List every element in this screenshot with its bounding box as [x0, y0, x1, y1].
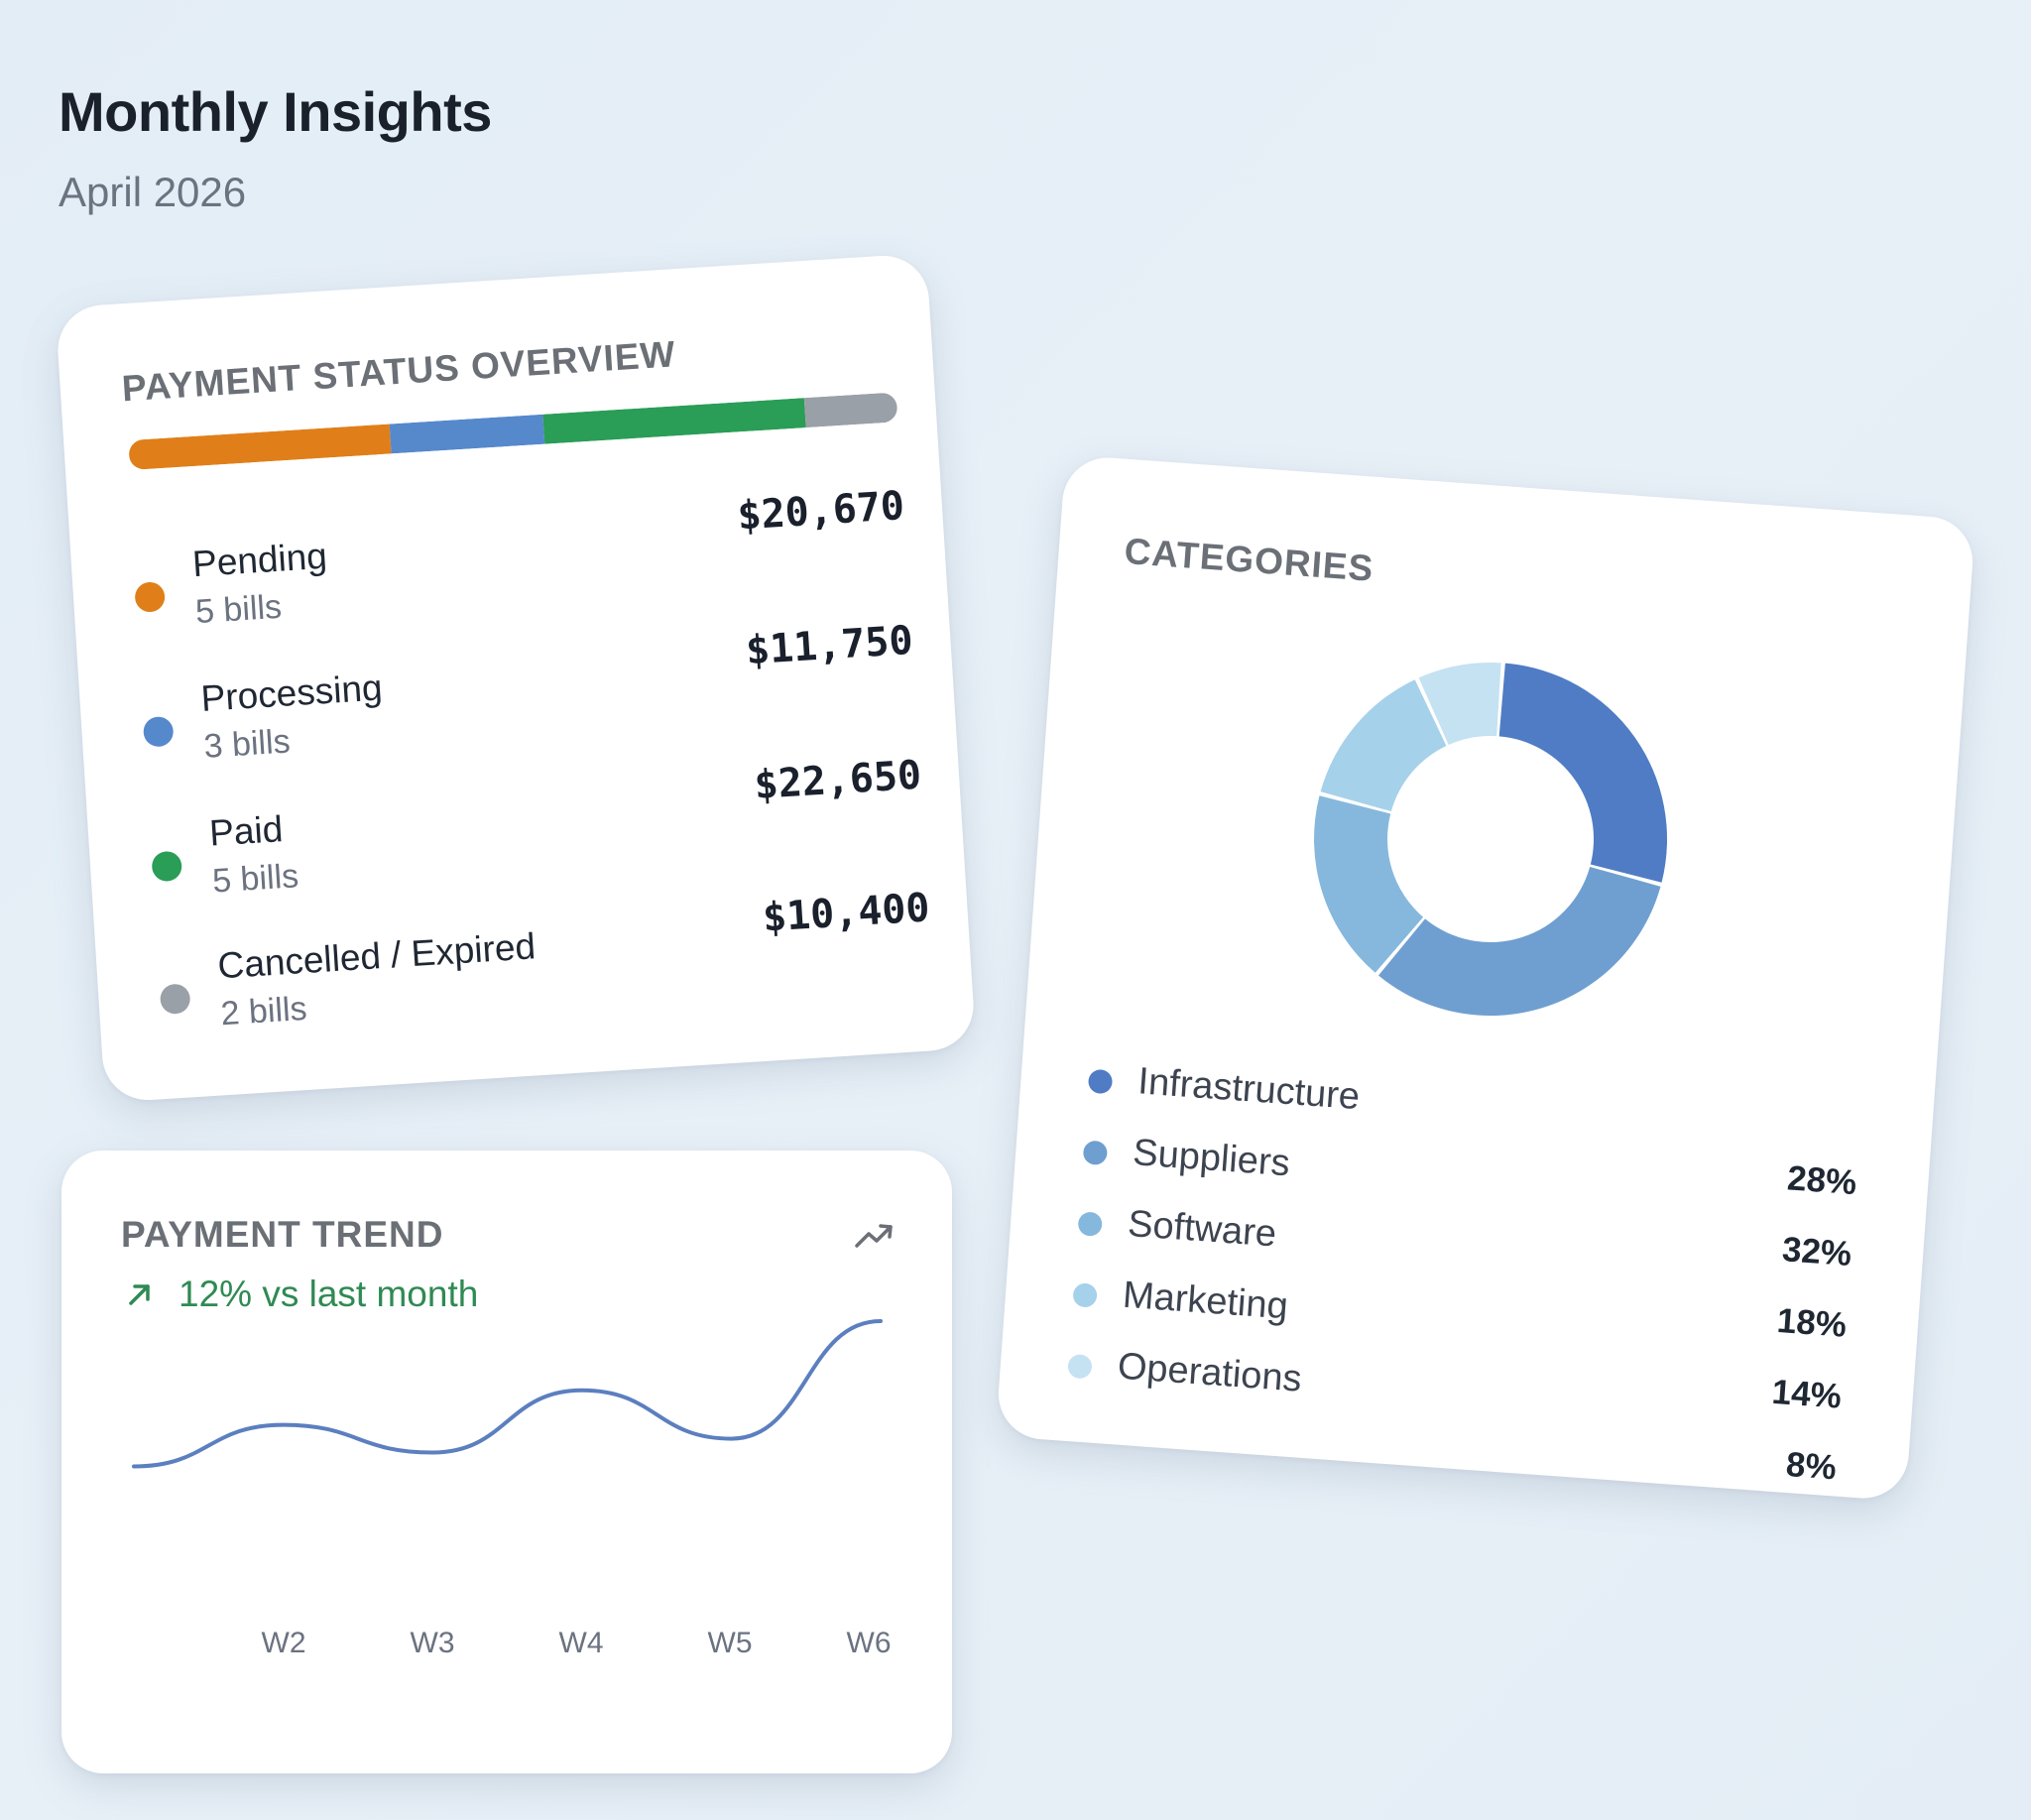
- legend-label: Marketing: [1121, 1274, 1290, 1328]
- status-dot: [134, 581, 167, 613]
- status-count: 3 bills: [202, 722, 292, 766]
- status-amount: $22,650: [753, 752, 923, 809]
- status-label: Pending: [190, 535, 328, 585]
- donut-slice-infrastructure[interactable]: [1490, 663, 1679, 883]
- legend-percent: 8%: [1784, 1444, 1838, 1488]
- donut-slice-software[interactable]: [1304, 795, 1431, 976]
- status-dot: [151, 850, 183, 883]
- donut-slice-suppliers[interactable]: [1376, 852, 1662, 1028]
- status-amount: $20,670: [736, 483, 906, 540]
- payment-status-title: PAYMENT STATUS OVERVIEW: [120, 333, 677, 410]
- donut-slice-operations[interactable]: [1414, 657, 1502, 748]
- trend-delta: 12% vs last month: [125, 1274, 478, 1315]
- legend-dot: [1077, 1211, 1104, 1237]
- status-dot: [142, 715, 175, 748]
- trend-up-icon[interactable]: [853, 1216, 896, 1256]
- status-row-pending[interactable]: Pending 5 bills $20,670: [131, 483, 909, 643]
- status-stacked-bar: [128, 392, 898, 471]
- status-row-processing[interactable]: Processing 3 bills $11,750: [140, 617, 918, 778]
- status-count: 5 bills: [194, 587, 284, 632]
- page-subtitle: April 2026: [59, 169, 247, 215]
- categories-donut-chart: [1304, 657, 1679, 1028]
- status-row-paid[interactable]: Paid 5 bills $22,650: [148, 752, 926, 912]
- status-label: Paid: [207, 808, 285, 854]
- status-label: Cancelled / Expired: [216, 925, 538, 987]
- legend-label: Operations: [1116, 1345, 1303, 1400]
- trend-delta-text: 12% vs last month: [179, 1274, 479, 1314]
- legend-dot: [1072, 1282, 1098, 1308]
- x-tick-label: W6: [846, 1627, 892, 1659]
- legend-label: Suppliers: [1132, 1132, 1292, 1185]
- status-label: Processing: [199, 667, 384, 719]
- status-count: 5 bills: [211, 857, 300, 901]
- status-count: 2 bills: [219, 989, 308, 1033]
- legend-dot: [1082, 1140, 1109, 1166]
- payment-trend-title: PAYMENT TREND: [121, 1214, 444, 1255]
- x-tick-label: W2: [261, 1627, 306, 1659]
- legend-dot: [1087, 1068, 1114, 1095]
- bar-segment-cancelled: [803, 392, 898, 428]
- status-row-cancelled[interactable]: Cancelled / Expired 2 bills $10,400: [157, 885, 935, 1044]
- payment-status-card: PAYMENT STATUS OVERVIEW Pending 5 bills …: [55, 253, 977, 1103]
- status-dot: [159, 983, 191, 1016]
- bar-segment-pending: [128, 424, 392, 471]
- categories-card: CATEGORIES Infrastructure 28% Suppliers …: [995, 454, 1976, 1502]
- status-amount: $11,750: [744, 617, 914, 674]
- legend-dot: [1067, 1353, 1093, 1380]
- bar-segment-processing: [389, 414, 545, 454]
- trend-line-chart: [132, 1318, 883, 1469]
- legend-label: Infrastructure: [1136, 1060, 1362, 1119]
- status-amount: $10,400: [761, 885, 931, 941]
- legend-label: Software: [1126, 1202, 1278, 1256]
- x-tick-label: W5: [707, 1627, 753, 1659]
- arrow-up-right-icon: [129, 1284, 150, 1305]
- payment-trend-card: PAYMENT TREND 12% vs last month W2 W3 W4 W5…: [61, 1151, 952, 1773]
- x-tick-label: W3: [410, 1627, 455, 1659]
- trend-series-line: [132, 1318, 883, 1469]
- bar-segment-paid: [542, 398, 806, 444]
- page-title: Monthly Insights: [59, 80, 492, 143]
- x-tick-label: W4: [558, 1627, 604, 1659]
- donut-slice-marketing[interactable]: [1320, 673, 1452, 815]
